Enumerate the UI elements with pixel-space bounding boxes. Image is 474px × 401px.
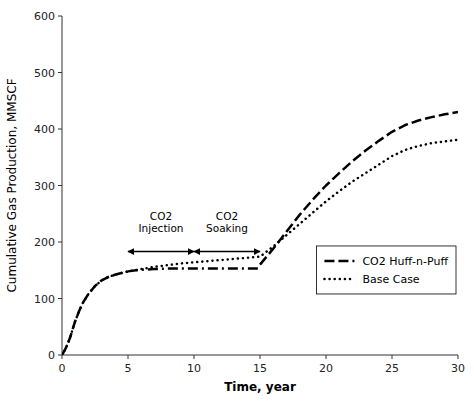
y-tick-label: 600 xyxy=(34,10,55,23)
x-tick-label: 5 xyxy=(125,362,132,375)
chart: 0510152025300100200300400500600Time, yea… xyxy=(0,0,474,401)
y-tick xyxy=(58,185,62,186)
y-tick xyxy=(58,16,62,17)
x-tick-label: 15 xyxy=(253,362,267,375)
x-tick xyxy=(458,355,459,359)
legend: CO2 Huff-n-Puff Base Case xyxy=(316,246,456,294)
series-line xyxy=(62,140,458,355)
x-tick-label: 10 xyxy=(187,362,201,375)
y-tick-label: 500 xyxy=(34,67,55,80)
x-tick-label: 30 xyxy=(451,362,465,375)
x-tick xyxy=(392,355,393,359)
annotation-text: CO2Soaking xyxy=(206,210,248,234)
legend-label: CO2 Huff-n-Puff xyxy=(362,255,448,268)
x-tick xyxy=(128,355,129,359)
x-tick xyxy=(260,355,261,359)
x-tick xyxy=(62,355,63,359)
plot-area xyxy=(62,112,458,355)
series-line xyxy=(62,271,128,355)
y-tick xyxy=(58,298,62,299)
annotation-line: Soaking xyxy=(206,222,248,234)
legend-box xyxy=(316,246,456,294)
y-tick xyxy=(58,355,62,356)
y-tick-label: 400 xyxy=(34,123,55,136)
annotation-line: CO2 xyxy=(150,210,172,222)
series-line xyxy=(128,269,260,272)
annotation-text: CO2Injection xyxy=(138,210,183,234)
annotation-line: Injection xyxy=(138,222,183,234)
legend-swatch xyxy=(324,278,354,281)
x-tick-label: 20 xyxy=(319,362,333,375)
y-tick-label: 0 xyxy=(48,349,55,362)
annotation-line: CO2 xyxy=(216,210,238,222)
y-tick xyxy=(58,72,62,73)
annotation-arrow xyxy=(128,251,194,253)
y-tick-label: 300 xyxy=(34,180,55,193)
y-tick xyxy=(58,242,62,243)
x-tick-label: 0 xyxy=(59,362,66,375)
y-tick-label: 100 xyxy=(34,293,55,306)
y-axis-label: Cumulative Gas Production, MMSCF xyxy=(5,78,19,292)
x-axis-label: Time, year xyxy=(224,380,296,394)
y-tick-label: 200 xyxy=(34,236,55,249)
series-line xyxy=(260,112,458,265)
x-tick-label: 25 xyxy=(385,362,399,375)
annotation-arrow xyxy=(194,251,260,253)
legend-label: Base Case xyxy=(362,273,419,286)
y-tick xyxy=(58,129,62,130)
x-tick xyxy=(326,355,327,359)
x-tick xyxy=(194,355,195,359)
legend-swatch xyxy=(324,260,354,263)
